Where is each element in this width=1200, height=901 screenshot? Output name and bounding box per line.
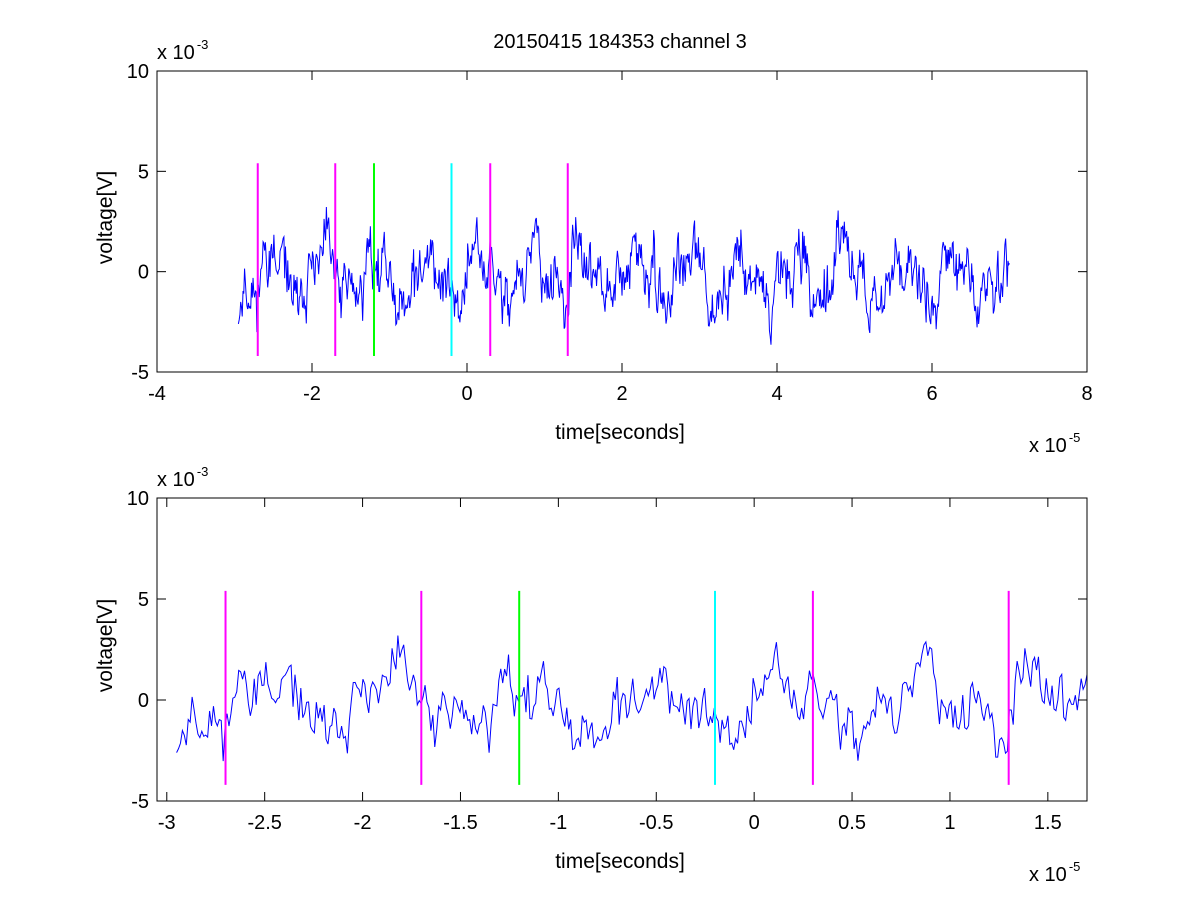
axes-frame (156, 497, 1088, 802)
y-exponent-label: x 10 -3 (157, 37, 208, 64)
x-tick-label: -0.5 (639, 812, 673, 834)
y-exponent: -3 (197, 37, 209, 52)
y-exponent-label: x 10 -3 (157, 464, 208, 491)
x-axis-label: time[seconds] (555, 421, 685, 444)
x-tick-label: 0.5 (838, 812, 866, 834)
figure-title: 20150415 184353 channel 3 (493, 31, 747, 53)
x-tick-label: -1 (549, 812, 567, 834)
x-tick-label: 0 (749, 812, 760, 834)
x-tick-label: 8 (1081, 383, 1092, 405)
x-tick-label: 4 (771, 383, 782, 405)
x-tick-label: -4 (148, 383, 166, 405)
x-exponent-label: x 10 -5 (1029, 859, 1080, 886)
x-tick-label: -3 (158, 812, 176, 834)
x-axis-label: time[seconds] (555, 850, 685, 873)
series-line-0 (176, 635, 1087, 762)
x-tick-label: 1 (944, 812, 955, 834)
y-exponent: -3 (197, 464, 209, 479)
y-axis-label: voltage[V] (94, 171, 117, 264)
x-tick-label: -1.5 (443, 812, 477, 834)
y-tick-label: 5 (138, 161, 149, 183)
y-tick-label: 0 (138, 690, 149, 712)
x-tick-label: -2 (354, 812, 372, 834)
series-line-0 (237, 206, 1010, 345)
x-exponent: -5 (1069, 430, 1081, 445)
x-tick-label: -2 (303, 383, 321, 405)
x-tick-label: 1.5 (1034, 812, 1062, 834)
plot-bottom: -3 -2.5 -2 -1.5 -1 -0.5 0 0.5 1 1.5 -5 0 5 10 time[sec… (94, 464, 1088, 886)
x-tick-label: 2 (616, 383, 627, 405)
x-tick-label: 6 (926, 383, 937, 405)
plot-top: -4 -2 0 2 4 6 8 -5 0 5 10 time[seconds] voltage[V] x … (94, 37, 1093, 457)
y-tick-label: -5 (131, 791, 149, 813)
y-tick-label: 10 (127, 488, 149, 510)
y-axis-label: voltage[V] (94, 599, 117, 692)
x-exponent-label: x 10 -5 (1029, 430, 1080, 457)
y-tick-label: -5 (131, 362, 149, 384)
y-tick-label: 5 (138, 589, 149, 611)
y-tick-label: 0 (138, 262, 149, 284)
axes-frame (156, 70, 1088, 373)
x-tick-label: -2.5 (247, 812, 281, 834)
x-exponent: -5 (1069, 859, 1081, 874)
y-tick-label: 10 (127, 61, 149, 83)
x-tick-label: 0 (461, 383, 472, 405)
